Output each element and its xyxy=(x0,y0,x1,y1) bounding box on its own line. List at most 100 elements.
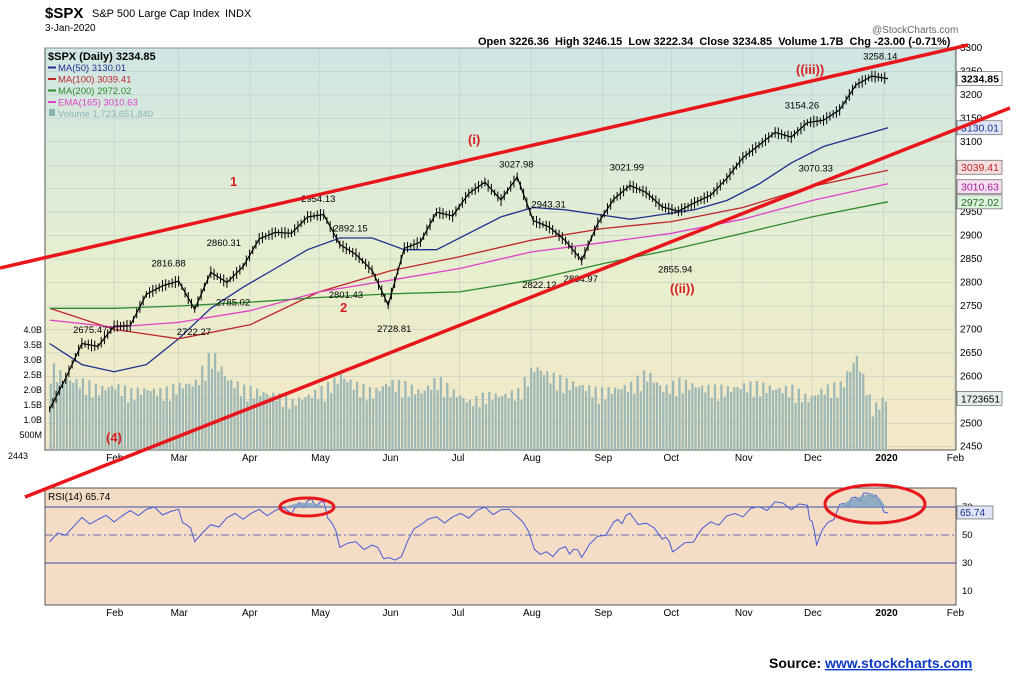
volume-bar xyxy=(317,399,320,450)
volume-bar xyxy=(581,384,584,450)
volume-bar xyxy=(817,394,820,450)
x-tick-label: Oct xyxy=(663,453,679,464)
volume-tick-label: 1.5B xyxy=(23,400,42,410)
x-tick-label-rsi: Jun xyxy=(382,608,398,619)
price-annotation: 2860.31 xyxy=(207,238,241,249)
volume-bar xyxy=(736,387,739,450)
x-tick-label-rsi: Dec xyxy=(804,608,822,619)
volume-bar xyxy=(252,398,255,450)
volume-bar xyxy=(517,388,520,450)
volume-bar xyxy=(678,377,681,450)
volume-bar xyxy=(694,387,697,450)
price-tick-label: 2700 xyxy=(960,324,983,335)
volume-bar xyxy=(136,387,139,450)
volume-axis: 4.0B 3.5B 3.0B 2.5B 2.0B 1.5B 1.0B 500M xyxy=(19,325,42,440)
volume-bar xyxy=(601,387,604,450)
volume-bar xyxy=(513,400,517,450)
volume-bar xyxy=(201,365,204,450)
volume-label-box xyxy=(956,391,1003,406)
volume-bar xyxy=(310,397,313,450)
price-annotation: 3154.26 xyxy=(785,100,819,111)
volume-label-text: 1723651 xyxy=(961,394,1000,405)
volume-bar xyxy=(439,376,442,450)
volume-bar xyxy=(262,392,265,450)
volume-bar xyxy=(368,386,372,450)
volume-bar xyxy=(510,390,513,450)
price-tick-label: 2750 xyxy=(960,301,983,312)
volume-bar xyxy=(52,363,56,450)
volume-bar xyxy=(659,385,662,450)
volume-bar xyxy=(101,385,104,450)
rsi-highlight-dec xyxy=(823,483,927,525)
volume-bar xyxy=(568,389,571,450)
price-tick-label: 2450 xyxy=(960,442,983,453)
volume-bar xyxy=(291,398,294,450)
volume-bar xyxy=(162,401,165,450)
volume-bar xyxy=(697,387,700,450)
value-label-box xyxy=(956,71,1003,86)
volume-bar xyxy=(842,387,846,450)
volume-bar xyxy=(565,378,568,450)
volume-bar xyxy=(813,395,817,450)
volume-bar xyxy=(314,389,317,450)
volume-bar xyxy=(223,376,226,450)
volume-tick-label: 3.0B xyxy=(23,355,42,365)
volume-bar xyxy=(420,393,423,450)
volume-bar xyxy=(652,382,655,450)
legend-label: EMA(165) 3010.63 xyxy=(58,98,138,109)
volume-bar xyxy=(849,371,852,450)
volume-bar xyxy=(578,385,581,450)
wave-4: (4) xyxy=(106,430,122,445)
volume-bar xyxy=(278,393,281,450)
volume-bar xyxy=(878,409,881,450)
volume-bar xyxy=(117,383,120,450)
volume-bar xyxy=(613,387,617,450)
volume-bar xyxy=(191,386,194,450)
x-tick-label-rsi: May xyxy=(311,608,330,619)
volume-bar xyxy=(204,380,207,450)
volume-bar xyxy=(197,385,201,450)
volume-bar xyxy=(56,382,59,450)
volume-bar xyxy=(549,383,552,450)
volume-bar xyxy=(833,382,836,450)
volume-bar xyxy=(546,371,549,450)
volume-bar xyxy=(349,379,352,450)
volume-bar xyxy=(588,385,591,450)
volume-bar xyxy=(281,406,284,450)
volume-bar xyxy=(381,386,384,450)
volume-bar xyxy=(172,384,175,450)
volume-bar xyxy=(288,408,291,450)
volume-bar xyxy=(752,397,755,450)
price-annotation: 2722.27 xyxy=(177,327,211,338)
symbol-title: $SPX xyxy=(45,5,83,22)
period-line: $SPX (Daily) 3234.85 xyxy=(48,51,156,63)
volume-bar xyxy=(617,389,620,450)
volume-bar xyxy=(858,371,862,450)
volume-bar xyxy=(156,395,159,450)
wave-labels: 1 2 (i) ((ii)) ((iii)) (4) xyxy=(106,62,824,445)
volume-bar xyxy=(607,386,610,450)
volume-bar xyxy=(784,385,788,450)
source-link[interactable]: www.stockcharts.com xyxy=(824,655,972,671)
series-ma200 xyxy=(49,201,889,309)
rsi-overbought-fill xyxy=(285,502,326,507)
volume-bar xyxy=(59,370,62,450)
volume-bar xyxy=(881,397,884,450)
volume-bar xyxy=(401,397,404,450)
volume-bar xyxy=(823,394,826,450)
rsi-tick-label: 10 xyxy=(962,586,973,597)
volume-bar xyxy=(794,403,797,450)
volume-bar xyxy=(507,398,510,450)
price-tick-label: 3100 xyxy=(960,137,983,148)
volume-bar xyxy=(781,393,784,450)
legend-swatch xyxy=(49,109,55,116)
volume-bar xyxy=(126,402,130,450)
volume-bar xyxy=(78,388,81,450)
volume-tick-label: 500M xyxy=(19,430,42,440)
volume-bar xyxy=(668,393,671,450)
price-annotation: 2675.47 xyxy=(73,325,107,336)
volume-bar xyxy=(207,352,210,450)
volume-bar xyxy=(452,389,455,450)
x-axis-price: Feb Mar Apr May Jun Jul Aug Sep Oct Nov Dec 2020 Feb xyxy=(106,453,964,464)
volume-bar xyxy=(459,395,462,450)
